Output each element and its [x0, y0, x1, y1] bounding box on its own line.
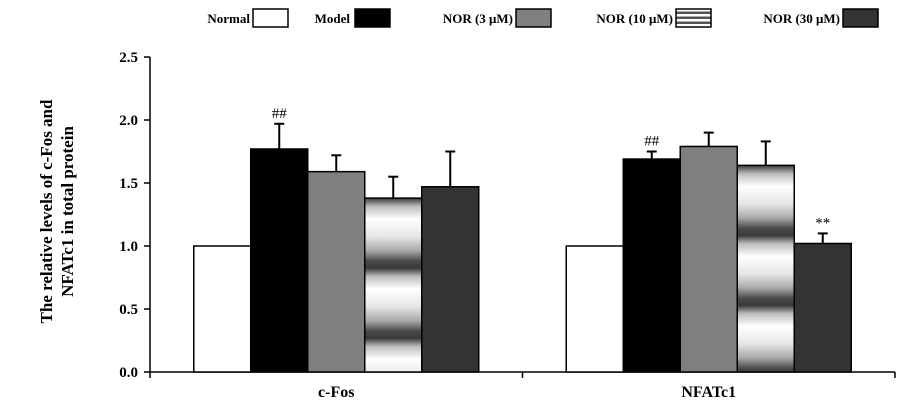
legend-label: Model: [315, 11, 351, 26]
legend-label: NOR (30 μM): [763, 11, 840, 26]
legend-swatch: [842, 8, 879, 28]
legend-swatch: [354, 8, 391, 28]
significance-marker: ##: [272, 106, 288, 122]
legend-label: NOR (3 μM): [443, 11, 513, 26]
y-tick-label: 0.0: [119, 365, 138, 381]
bar-nfatc1-0: [565, 245, 624, 373]
x-category-label: NFATc1: [681, 384, 736, 401]
y-tick-label: 2.0: [119, 113, 138, 129]
bar-nfatc1-1: [622, 158, 681, 373]
bar-nfatc1-4: [793, 242, 852, 373]
significance-marker: **: [815, 215, 830, 231]
legend-swatch: [252, 8, 289, 28]
y-tick-label: 0.5: [119, 302, 138, 318]
bar-c-fos-4: [421, 186, 480, 373]
legend-swatch: [675, 8, 712, 28]
bar-nfatc1-3: [736, 164, 795, 373]
bar-c-fos-0: [193, 245, 252, 373]
legend-label: Normal: [207, 11, 250, 26]
y-tick-label: 1.0: [119, 239, 138, 255]
legend-swatch: [515, 8, 552, 28]
y-tick-label: 1.5: [119, 176, 138, 192]
y-tick-label: 2.5: [119, 50, 138, 66]
labels: 0.0 0.5 1.0 1.5 2.0 2.5 c-Fos NFATc1 ## ## **: [119, 50, 830, 401]
bars: [193, 122, 852, 373]
bar-nfatc1-2: [679, 145, 738, 373]
legend: Normal Model NOR (3 μM) NOR (10 μM) NOR (30 …: [207, 8, 879, 28]
significance-marker: ##: [644, 134, 660, 150]
bar-c-fos-2: [307, 170, 366, 373]
legend-label: NOR (10 μM): [596, 11, 673, 26]
y-axis-title: The relative levels of c-Fos and NFATc1 i…: [37, 99, 77, 324]
bar-c-fos-1: [250, 148, 309, 373]
y-axis-title-line: The relative levels of c-Fos and: [37, 99, 56, 324]
y-axis-title-line: NFATc1 in total protein: [58, 126, 77, 297]
bar-c-fos-3: [364, 197, 423, 373]
x-category-label: c-Fos: [318, 384, 354, 401]
